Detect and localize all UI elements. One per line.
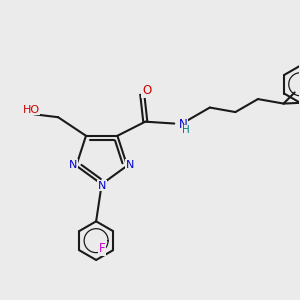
Text: F: F bbox=[99, 242, 106, 255]
Text: HO: HO bbox=[22, 105, 40, 115]
Text: N: N bbox=[69, 160, 77, 170]
Text: N: N bbox=[126, 160, 134, 170]
Text: N: N bbox=[98, 181, 106, 191]
Text: N: N bbox=[179, 118, 188, 131]
Text: O: O bbox=[142, 84, 152, 97]
Text: H: H bbox=[182, 125, 190, 135]
